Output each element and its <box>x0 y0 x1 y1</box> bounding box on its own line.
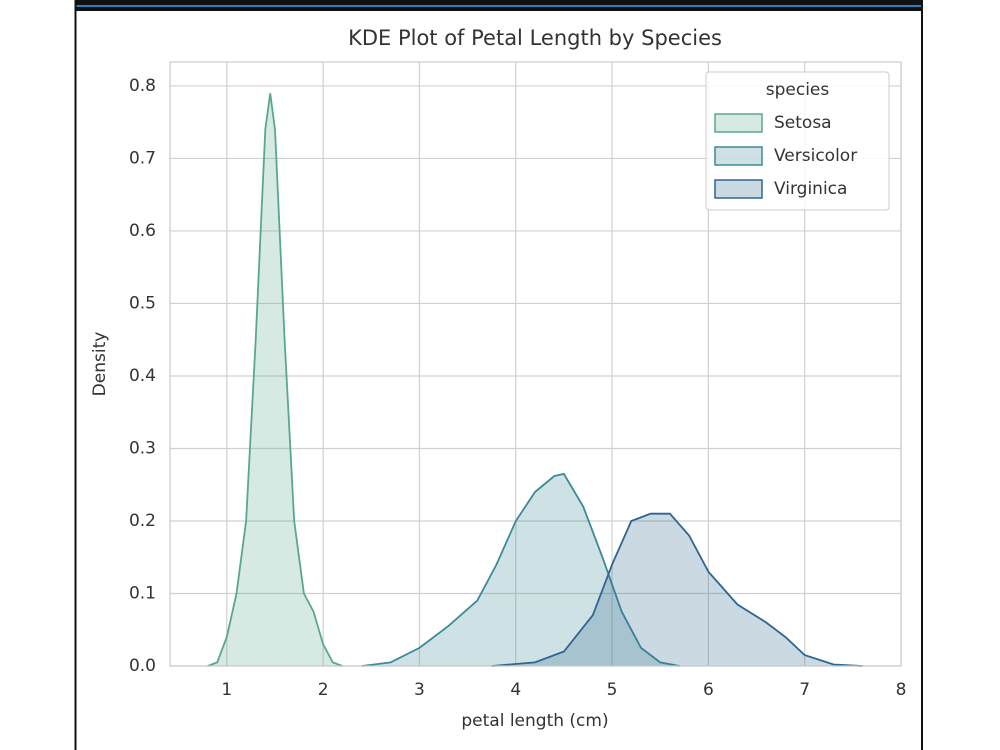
y-tick-label: 0.6 <box>129 221 156 241</box>
chart-title: KDE Plot of Petal Length by Species <box>348 26 722 50</box>
x-tick-label: 6 <box>703 680 714 700</box>
legend-label: Virginica <box>774 179 847 199</box>
x-tick-label: 4 <box>510 680 521 700</box>
legend-swatch <box>714 146 763 166</box>
x-axis-label: petal length (cm) <box>461 711 608 731</box>
y-tick-label: 0.0 <box>129 656 156 676</box>
y-tick-label: 0.2 <box>129 511 156 531</box>
area-fill <box>491 513 863 666</box>
x-tick-label: 7 <box>799 680 810 700</box>
density-line <box>491 512 863 667</box>
y-axis-label: Density <box>90 332 110 397</box>
x-tick-label: 5 <box>607 680 618 700</box>
legend-box <box>705 71 890 211</box>
legend: species Setosa Versicolor Virginica <box>705 71 890 211</box>
legend-swatch <box>714 113 763 133</box>
x-tick-label: 8 <box>896 680 907 700</box>
area-fill <box>207 93 343 666</box>
y-tick-label: 0.7 <box>129 148 156 168</box>
legend-swatch <box>714 179 763 199</box>
x-tick-label: 3 <box>414 680 425 700</box>
y-tick-label: 0.1 <box>129 583 156 603</box>
density-line <box>207 93 343 667</box>
y-tick-label: 0.5 <box>129 293 156 313</box>
area-fill <box>361 473 680 666</box>
legend-label: Versicolor <box>774 146 857 166</box>
top-bar-accent <box>75 5 923 7</box>
plot-frame <box>169 61 902 667</box>
legend-label: Setosa <box>774 113 832 133</box>
y-tick-label: 0.3 <box>129 438 156 458</box>
y-tick-label: 0.8 <box>129 76 156 96</box>
density-line <box>361 472 680 667</box>
legend-title: species <box>766 80 830 100</box>
x-tick-label: 2 <box>318 680 329 700</box>
y-tick-label: 0.4 <box>129 366 156 386</box>
x-tick-label: 1 <box>221 680 232 700</box>
